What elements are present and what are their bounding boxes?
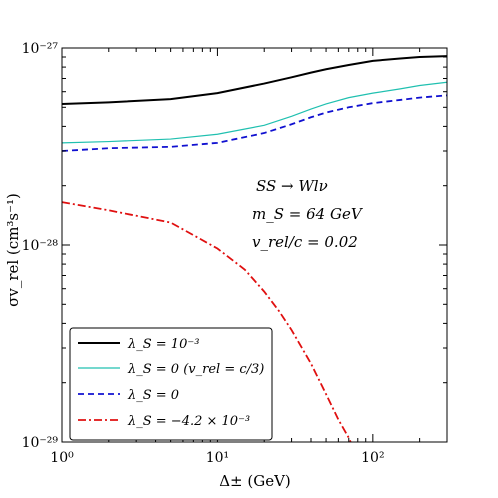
series-line-3 [61, 201, 352, 443]
legend-label-3: λ_S = −4.2 × 10⁻³ [127, 414, 250, 429]
y-tick-label-2: 10⁻²⁷ [22, 41, 59, 57]
x-axis-label: Δ± (GeV) [219, 472, 291, 490]
x-tick-label-1: 10¹ [206, 450, 229, 466]
series-line-1 [61, 81, 448, 144]
annotation-mass: m_S = 64 GeV [252, 205, 364, 223]
legend-label-2: λ_S = 0 [127, 388, 179, 403]
annotation-process: SS → Wlν [256, 177, 328, 195]
x-tick-label-2: 10² [361, 450, 384, 466]
axes: 10⁰ 10¹ 10² 10⁻²⁹ 10⁻²⁸ 10⁻²⁷ [22, 41, 448, 466]
legend: λ_S = 10⁻³ λ_S = 0 (v_rel = c/3) λ_S = 0… [69, 327, 273, 441]
x-tick-label-0: 10⁰ [50, 450, 74, 466]
y-axis-label: σv_rel (cm³s⁻¹) [4, 193, 22, 307]
y-tick-label-1: 10⁻²⁸ [22, 238, 59, 254]
legend-label-1: λ_S = 0 (v_rel = c/3) [127, 362, 264, 377]
series-line-0 [61, 55, 448, 105]
series-line-2 [61, 94, 448, 152]
legend-label-0: λ_S = 10⁻³ [127, 337, 199, 352]
y-tick-label-0: 10⁻²⁹ [22, 435, 59, 451]
plot-area [61, 55, 448, 443]
legend-box [69, 327, 273, 441]
annotation-velocity: v_rel/c = 0.02 [252, 233, 358, 251]
